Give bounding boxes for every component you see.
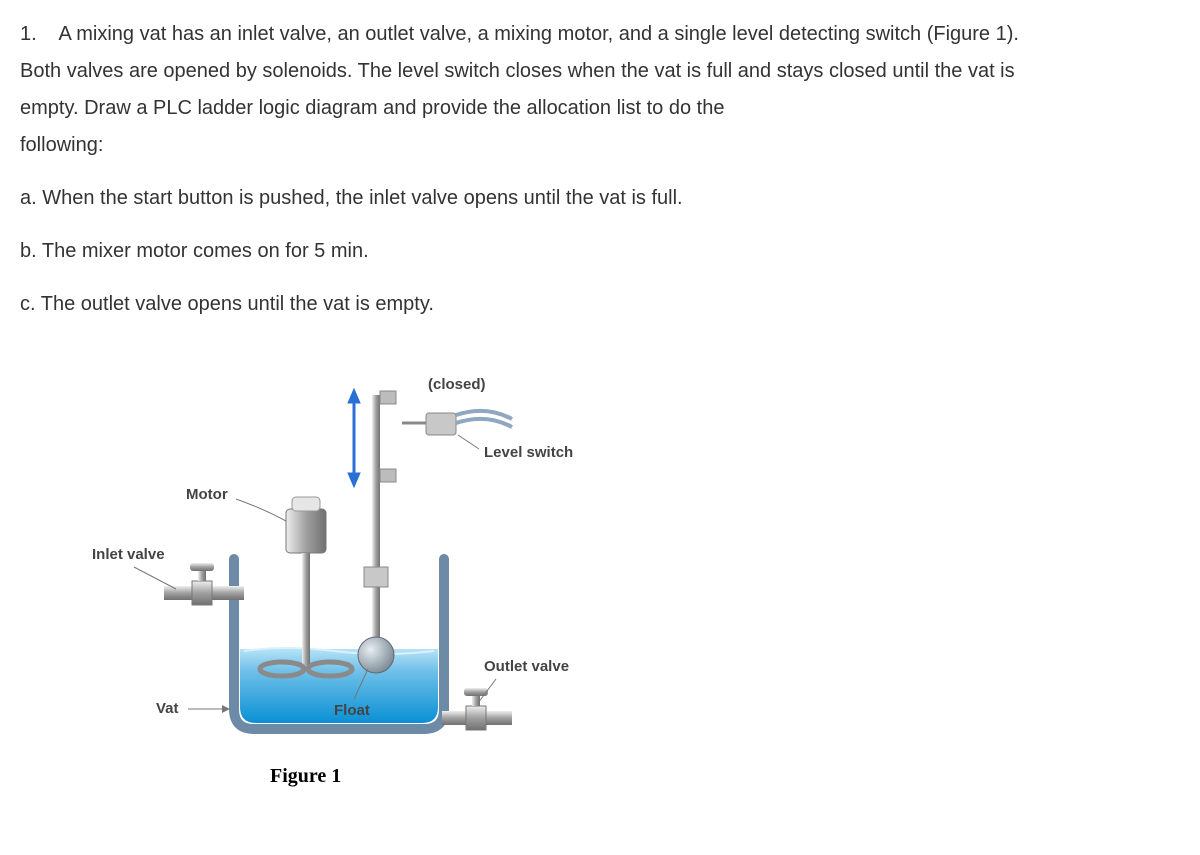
sub-questions: a. When the start button is pushed, the … xyxy=(20,182,1180,321)
figure-caption: Figure 1 xyxy=(270,760,341,793)
outlet-valve-icon xyxy=(442,688,512,730)
pointer-inlet xyxy=(134,567,176,589)
level-switch-icon xyxy=(402,411,512,435)
pointer-motor xyxy=(236,499,286,521)
sub-a: a. When the start button is pushed, the … xyxy=(20,182,1180,215)
label-outlet-valve: Outlet valve xyxy=(484,658,569,675)
figure-1: (closed) Level switch Motor Inlet valve … xyxy=(34,349,694,799)
question-intro: 1. A mixing vat has an inlet valve, an o… xyxy=(20,18,1180,162)
intro-line-3: empty. Draw a PLC ladder logic diagram a… xyxy=(20,92,1180,125)
intro-text-1: A mixing vat has an inlet valve, an outl… xyxy=(58,23,1019,45)
label-vat: Vat xyxy=(156,700,179,717)
label-level-switch: Level switch xyxy=(484,444,573,461)
sub-b: b. The mixer motor comes on for 5 min. xyxy=(20,235,1180,268)
question-number: 1. xyxy=(20,18,54,51)
label-inlet-valve: Inlet valve xyxy=(92,546,165,563)
intro-line-1: 1. A mixing vat has an inlet valve, an o… xyxy=(20,18,1180,51)
label-float: Float xyxy=(334,702,370,719)
pointer-vat-head xyxy=(222,705,230,713)
pointer-level-switch xyxy=(458,435,479,449)
float-assembly xyxy=(358,391,396,673)
sub-c: c. The outlet valve opens until the vat … xyxy=(20,288,1180,321)
travel-arrow-icon xyxy=(348,389,360,487)
intro-line-2: Both valves are opened by solenoids. The… xyxy=(20,55,1180,88)
vat-diagram-svg: (closed) Level switch Motor Inlet valve … xyxy=(34,349,694,769)
label-motor: Motor xyxy=(186,486,228,503)
label-closed: (closed) xyxy=(428,376,486,393)
question-page: 1. A mixing vat has an inlet valve, an o… xyxy=(0,0,1200,799)
intro-line-4: following: xyxy=(20,129,1180,162)
